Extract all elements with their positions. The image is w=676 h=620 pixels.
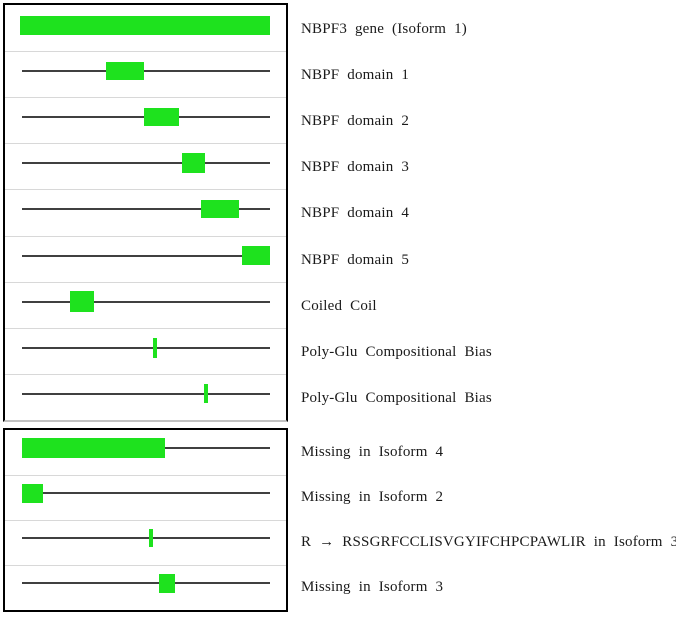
feature-nbpf-domain-4 (201, 200, 239, 219)
track-row-nbpf-domain-1 (5, 51, 286, 97)
track-label-nbpf-domain-2: NBPF domain 2 (301, 113, 410, 130)
row-separator (5, 235, 286, 237)
sequence-line-nbpf-domain-5 (22, 254, 270, 257)
track-label-missing-isoform-2: Missing in Isoform 2 (301, 489, 444, 505)
feature-nbpf-domain-1 (106, 62, 144, 81)
feature-nbpf-domain-2 (144, 108, 179, 127)
row-separator (5, 327, 286, 329)
row-separator (5, 373, 286, 375)
sequence-line-nbpf-domain-1 (22, 70, 270, 73)
feature-nbpf-domain-5 (242, 246, 270, 266)
track-row-variant-isoform-3 (5, 520, 286, 565)
track-row-nbpf-domain-4 (5, 189, 286, 235)
track-row-coiled-coil (5, 281, 286, 328)
track-label-nbpf-domain-4: NBPF domain 4 (301, 205, 410, 222)
feature-poly-glu-1 (153, 337, 157, 358)
track-label-missing-isoform-4: Missing in Isoform 4 (301, 444, 444, 460)
row-separator (5, 189, 286, 191)
row-separator (5, 97, 286, 99)
sequence-line-missing-isoform-2 (22, 492, 270, 494)
track-row-poly-glu-2 (5, 373, 286, 420)
track-row-nbpf-domain-2 (5, 97, 286, 143)
track-row-missing-isoform-4 (5, 430, 286, 475)
track-row-missing-isoform-2 (5, 475, 286, 520)
feature-variant-isoform-3 (149, 529, 153, 547)
sequence-line-coiled-coil (22, 300, 270, 303)
track-row-nbpf-domain-3 (5, 143, 286, 189)
feature-nbpf3-gene (20, 15, 270, 35)
track-row-nbpf3-gene (5, 5, 286, 51)
row-separator (5, 565, 286, 566)
sequence-line-nbpf-domain-4 (22, 208, 270, 211)
row-separator (5, 51, 286, 53)
panel-isoform-differences (3, 428, 288, 612)
track-row-poly-glu-1 (5, 327, 286, 374)
track-label-poly-glu-2: Poly-Glu Compositional Bias (301, 389, 492, 406)
track-label-missing-isoform-3: Missing in Isoform 3 (301, 579, 444, 595)
sequence-line-poly-glu-2 (22, 392, 270, 395)
track-row-nbpf-domain-5 (5, 235, 286, 282)
feature-poly-glu-2 (204, 384, 208, 404)
feature-nbpf-domain-3 (182, 153, 205, 174)
track-label-poly-glu-1: Poly-Glu Compositional Bias (301, 343, 492, 360)
feature-missing-isoform-4 (22, 438, 165, 458)
track-row-missing-isoform-3 (5, 565, 286, 610)
row-separator (5, 281, 286, 283)
row-separator (5, 143, 286, 145)
sequence-line-nbpf-domain-3 (22, 162, 270, 165)
track-label-nbpf-domain-5: NBPF domain 5 (301, 251, 410, 268)
feature-missing-isoform-2 (22, 483, 43, 503)
sequence-line-missing-isoform-3 (22, 582, 270, 584)
feature-coiled-coil (70, 291, 94, 313)
row-separator (5, 475, 286, 476)
track-label-nbpf3-gene: NBPF3 gene (Isoform 1) (301, 21, 467, 37)
track-label-nbpf-domain-1: NBPF domain 1 (301, 67, 410, 84)
track-label-nbpf-domain-3: NBPF domain 3 (301, 159, 410, 176)
feature-missing-isoform-3 (159, 573, 175, 593)
panel-gene-and-domains (3, 3, 288, 422)
sequence-line-poly-glu-1 (22, 346, 270, 349)
row-separator (5, 520, 286, 521)
track-label-variant-isoform-3: R → RSSGRFCCLISVGYIFCHPCPAWLIR in Isofor… (301, 534, 676, 550)
sequence-line-variant-isoform-3 (22, 537, 270, 539)
track-label-coiled-coil: Coiled Coil (301, 297, 377, 314)
